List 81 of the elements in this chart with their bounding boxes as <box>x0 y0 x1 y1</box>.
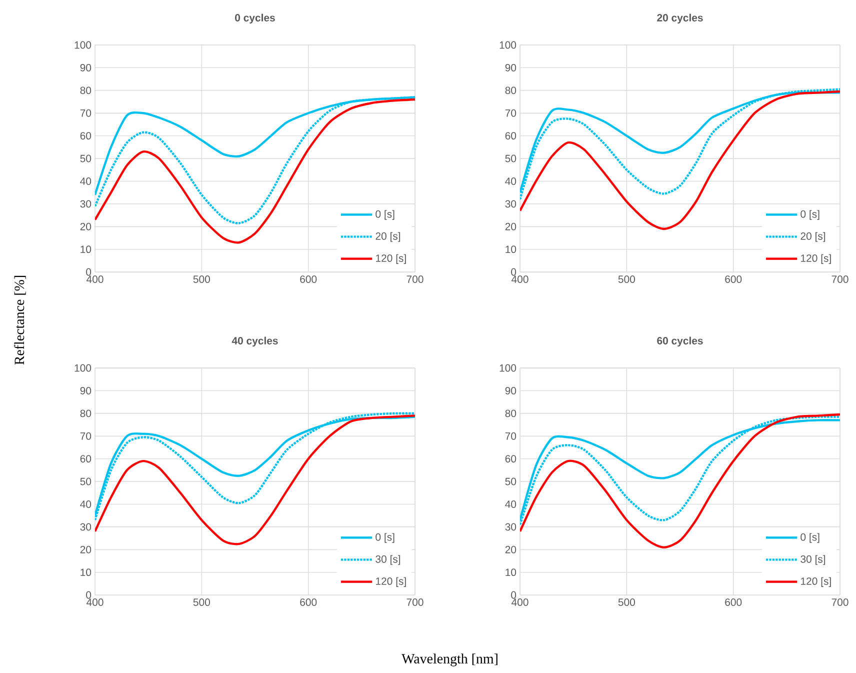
y-tick-label: 80 <box>505 86 516 94</box>
y-tick-label: 50 <box>80 154 92 162</box>
x-tick-label: 600 <box>300 598 317 606</box>
legend-label: 0 [s] <box>800 210 820 220</box>
y-tick-label: 100 <box>74 364 92 372</box>
line-series <box>520 413 840 548</box>
legend-label: 30 [s] <box>800 555 826 565</box>
y-tick-label: 50 <box>505 478 516 486</box>
y-tick-label: 80 <box>80 410 92 418</box>
y-tick-label: 20 <box>505 222 516 230</box>
chart-title: 40 cycles <box>232 336 278 347</box>
x-tick-label: 500 <box>618 276 635 283</box>
y-tick-label: 10 <box>80 568 92 576</box>
y-tick-label: 20 <box>505 546 516 554</box>
y-tick-label: 10 <box>506 246 516 254</box>
y-tick-label: 80 <box>505 410 516 418</box>
y-tick-label: 90 <box>80 387 92 394</box>
y-tick-label: 100 <box>74 41 92 49</box>
x-tick-label: 600 <box>725 598 742 606</box>
y-tick-label: 100 <box>500 41 516 49</box>
y-tick-label: 40 <box>505 178 516 185</box>
legend-label: 120 [s] <box>801 254 831 264</box>
y-tick-label: 100 <box>500 364 516 372</box>
y-tick-label: 70 <box>505 109 516 117</box>
y-tick-label: 50 <box>80 478 92 486</box>
x-tick-label: 700 <box>832 276 848 283</box>
y-tick-label: 50 <box>505 154 516 162</box>
y-tick-label: 30 <box>80 523 92 531</box>
x-tick-label: 400 <box>86 276 104 283</box>
y-tick-label: 60 <box>505 132 516 140</box>
y-tick-label: 40 <box>505 500 516 508</box>
y-tick-label: 30 <box>505 523 516 531</box>
x-tick-label: 600 <box>725 276 742 283</box>
x-tick-label: 500 <box>193 598 210 606</box>
y-tick-label: 60 <box>505 455 516 463</box>
legend-label: 20 [s] <box>376 232 400 242</box>
x-axis-title: Wavelength [nm] <box>402 654 498 666</box>
legend-label: 0 [s] <box>800 533 820 543</box>
y-tick-label: 10 <box>80 246 92 254</box>
y-tick-label: 0 <box>86 268 92 276</box>
legend-label: 120 [s] <box>376 577 406 587</box>
chart-title: 60 cycles <box>657 336 703 347</box>
y-tick-label: 0 <box>86 591 92 599</box>
y-tick-label: 40 <box>80 500 92 508</box>
y-axis-title: Reflectance [%] <box>14 276 26 365</box>
legend-label: 0 [s] <box>376 533 394 543</box>
y-tick-label: 30 <box>505 200 516 208</box>
x-tick-label: 600 <box>300 276 317 283</box>
y-tick-label: 30 <box>80 200 92 208</box>
legend-label: 0 [s] <box>376 210 394 220</box>
y-tick-label: 90 <box>80 64 92 72</box>
chart-title: 20 cycles <box>657 14 703 24</box>
y-tick-label: 70 <box>80 432 92 440</box>
line-series <box>95 414 416 546</box>
y-tick-label: 90 <box>505 64 516 72</box>
y-tick-label: 10 <box>506 568 516 576</box>
x-tick-label: 400 <box>512 598 528 606</box>
y-tick-label: 0 <box>511 591 516 599</box>
legend-label: 20 [s] <box>800 232 826 242</box>
y-tick-label: 70 <box>505 432 516 440</box>
y-tick-label: 60 <box>80 455 92 463</box>
x-tick-label: 700 <box>406 598 424 606</box>
x-tick-label: 700 <box>832 598 848 606</box>
x-tick-label: 400 <box>512 276 528 283</box>
y-tick-label: 70 <box>80 109 92 117</box>
y-tick-label: 20 <box>80 546 92 554</box>
y-tick-label: 40 <box>80 178 92 185</box>
y-tick-label: 80 <box>80 86 92 94</box>
y-tick-label: 60 <box>80 132 92 140</box>
y-tick-label: 90 <box>505 387 516 394</box>
x-tick-label: 500 <box>193 276 210 283</box>
y-tick-label: 20 <box>80 222 92 230</box>
chart-title: 0 cycles <box>235 14 275 24</box>
x-tick-label: 400 <box>86 598 104 606</box>
line-series <box>520 90 840 230</box>
legend-label: 120 [s] <box>376 254 406 264</box>
legend-label: 30 [s] <box>376 555 400 565</box>
legend-label: 120 [s] <box>801 577 831 587</box>
x-tick-label: 500 <box>618 598 635 606</box>
x-tick-label: 700 <box>406 276 424 283</box>
y-tick-label: 0 <box>511 268 516 276</box>
